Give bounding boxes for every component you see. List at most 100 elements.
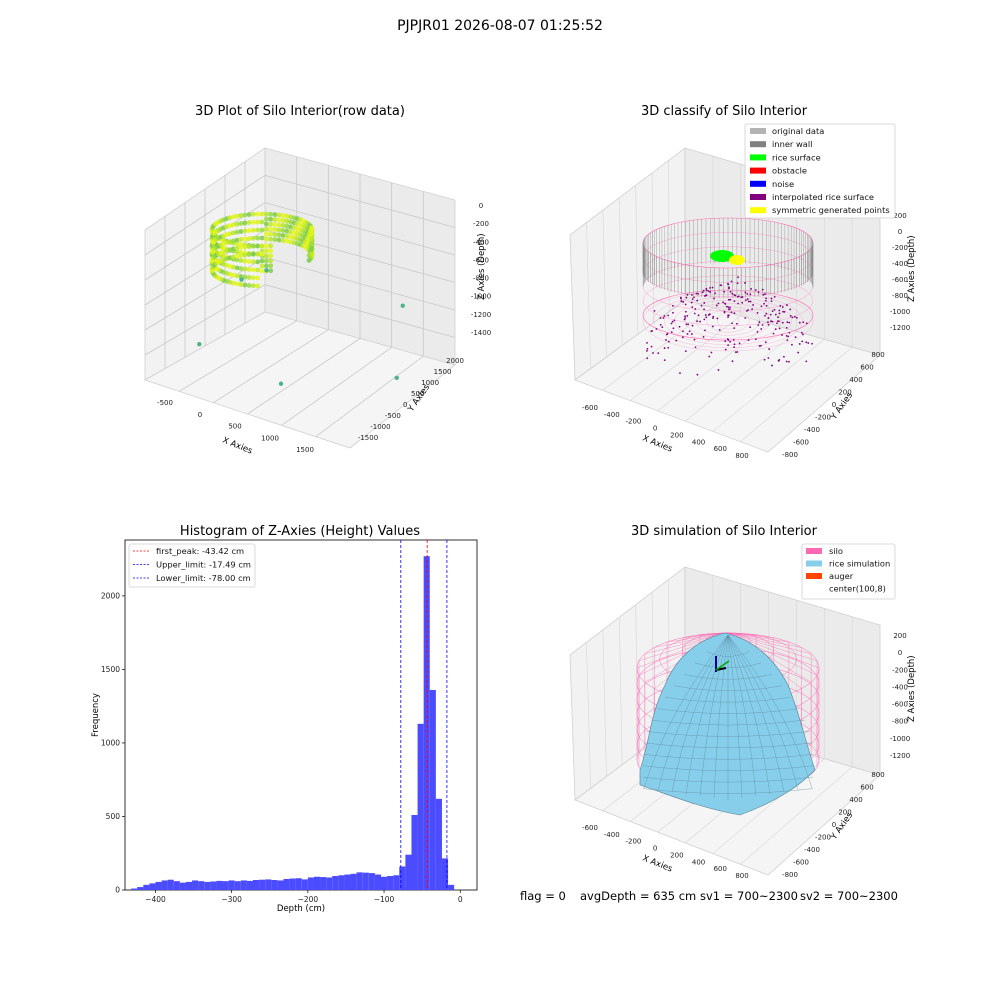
raw-point	[268, 231, 274, 237]
interpolated-point	[686, 293, 689, 296]
z-tick-label: 0	[479, 202, 483, 210]
histogram-bar	[393, 875, 400, 890]
legend-label: rice simulation	[829, 559, 890, 569]
raw-point	[276, 222, 282, 228]
interpolated-point	[761, 324, 764, 326]
raw-point	[272, 212, 278, 217]
interpolated-point	[729, 290, 732, 293]
interpolated-point	[673, 319, 676, 322]
histogram-bar	[204, 881, 211, 890]
interpolated-point	[699, 320, 701, 323]
interpolated-point	[705, 289, 708, 292]
raw-point	[263, 248, 269, 254]
z-tick-label: -1200	[471, 311, 491, 319]
histogram-bar	[423, 556, 430, 890]
y-tick-label: 500	[106, 812, 121, 821]
outlier-point	[394, 375, 399, 380]
raw-point	[246, 212, 252, 217]
raw-point	[272, 232, 278, 237]
interpolated-point	[763, 302, 765, 305]
panel2-z-ticks: 200 0 -200 -400 -600 -800 -1000 -1200	[890, 212, 910, 332]
interpolated-point	[744, 299, 747, 302]
y-tick-label: 1000	[101, 738, 120, 747]
y-tick-label: -200	[815, 834, 831, 842]
interpolated-point	[665, 333, 668, 336]
y-tick-label: -800	[782, 871, 798, 879]
raw-point	[255, 219, 261, 225]
interpolated-point	[711, 286, 714, 289]
interpolated-point	[744, 317, 747, 319]
interpolated-point	[678, 325, 681, 328]
legend-label: obstacle	[772, 166, 807, 176]
raw-point	[234, 229, 240, 235]
mesh-line	[657, 634, 729, 791]
interpolated-point	[781, 306, 784, 308]
interpolated-point	[646, 350, 648, 352]
mesh-line	[699, 634, 729, 797]
panel1-z-ticks: 0 -200 -400 -600 -800 -1000 -1200 -1400	[471, 202, 491, 337]
interpolated-point	[646, 357, 649, 360]
y-tick-label: -400	[804, 846, 820, 854]
panel1-x-ticks: -500 0 500 1000 1500	[157, 399, 314, 454]
grid-line	[657, 323, 769, 412]
raw-point	[234, 257, 240, 263]
raw-point	[242, 244, 248, 250]
interpolated-point	[791, 316, 794, 319]
raw-point	[284, 228, 290, 234]
raw-point	[242, 274, 248, 280]
panel4-z-ticks: 200 0 -200 -400 -600 -800 -1000 -1200	[890, 632, 910, 760]
interpolated-point	[672, 311, 674, 314]
interpolated-point	[747, 300, 750, 303]
histogram-bar	[185, 881, 193, 890]
interpolated-point	[765, 297, 767, 300]
histogram-bar	[234, 881, 241, 890]
histogram-bar	[368, 873, 375, 890]
z-tick-label: -400	[892, 260, 908, 268]
panel4-auger	[715, 656, 730, 672]
raw-point	[250, 259, 256, 265]
interpolated-point	[811, 342, 813, 345]
legend-label: inner wall	[772, 139, 812, 149]
interpolated-point	[667, 314, 670, 317]
y-tick-label: -200	[815, 414, 831, 422]
interpolated-point	[713, 297, 715, 300]
histogram-bar	[216, 880, 223, 890]
histogram-bar	[399, 866, 406, 890]
grid-line	[178, 320, 297, 392]
interpolated-point	[786, 304, 788, 306]
interpolated-point	[728, 286, 730, 289]
raw-point	[280, 238, 286, 243]
interpolated-point	[788, 321, 791, 324]
z-tick-label: -1200	[890, 752, 910, 760]
interpolated-point	[686, 333, 689, 335]
interpolated-point	[777, 320, 779, 323]
raw-point	[234, 253, 240, 259]
interpolated-point	[785, 326, 788, 329]
panel3-y-ticks: 0 500 1000 1500 2000	[101, 591, 125, 895]
raw-point	[268, 258, 274, 264]
grid-line	[629, 315, 741, 401]
interpolated-point	[704, 329, 706, 332]
interpolated-point	[708, 355, 711, 358]
interpolated-point	[735, 322, 738, 325]
raw-point	[263, 243, 269, 249]
mesh-line	[727, 634, 813, 789]
panel3-vlines	[400, 540, 448, 890]
raw-point	[263, 231, 269, 237]
grid-line	[740, 346, 853, 442]
interpolated-point	[705, 316, 708, 319]
raw-point	[246, 267, 252, 272]
histogram-bar	[283, 878, 290, 890]
x-tick-label: -500	[157, 399, 173, 407]
interpolated-point	[714, 292, 716, 295]
interpolated-point	[767, 357, 770, 359]
raw-point	[259, 235, 265, 241]
interpolated-point	[662, 317, 665, 319]
interpolated-point	[680, 296, 682, 299]
silo-floor-ring	[706, 309, 750, 333]
interpolated-point	[685, 323, 688, 326]
histogram-bar	[307, 877, 314, 890]
interpolated-point	[703, 295, 706, 297]
z-tick-label: -800	[892, 718, 908, 726]
